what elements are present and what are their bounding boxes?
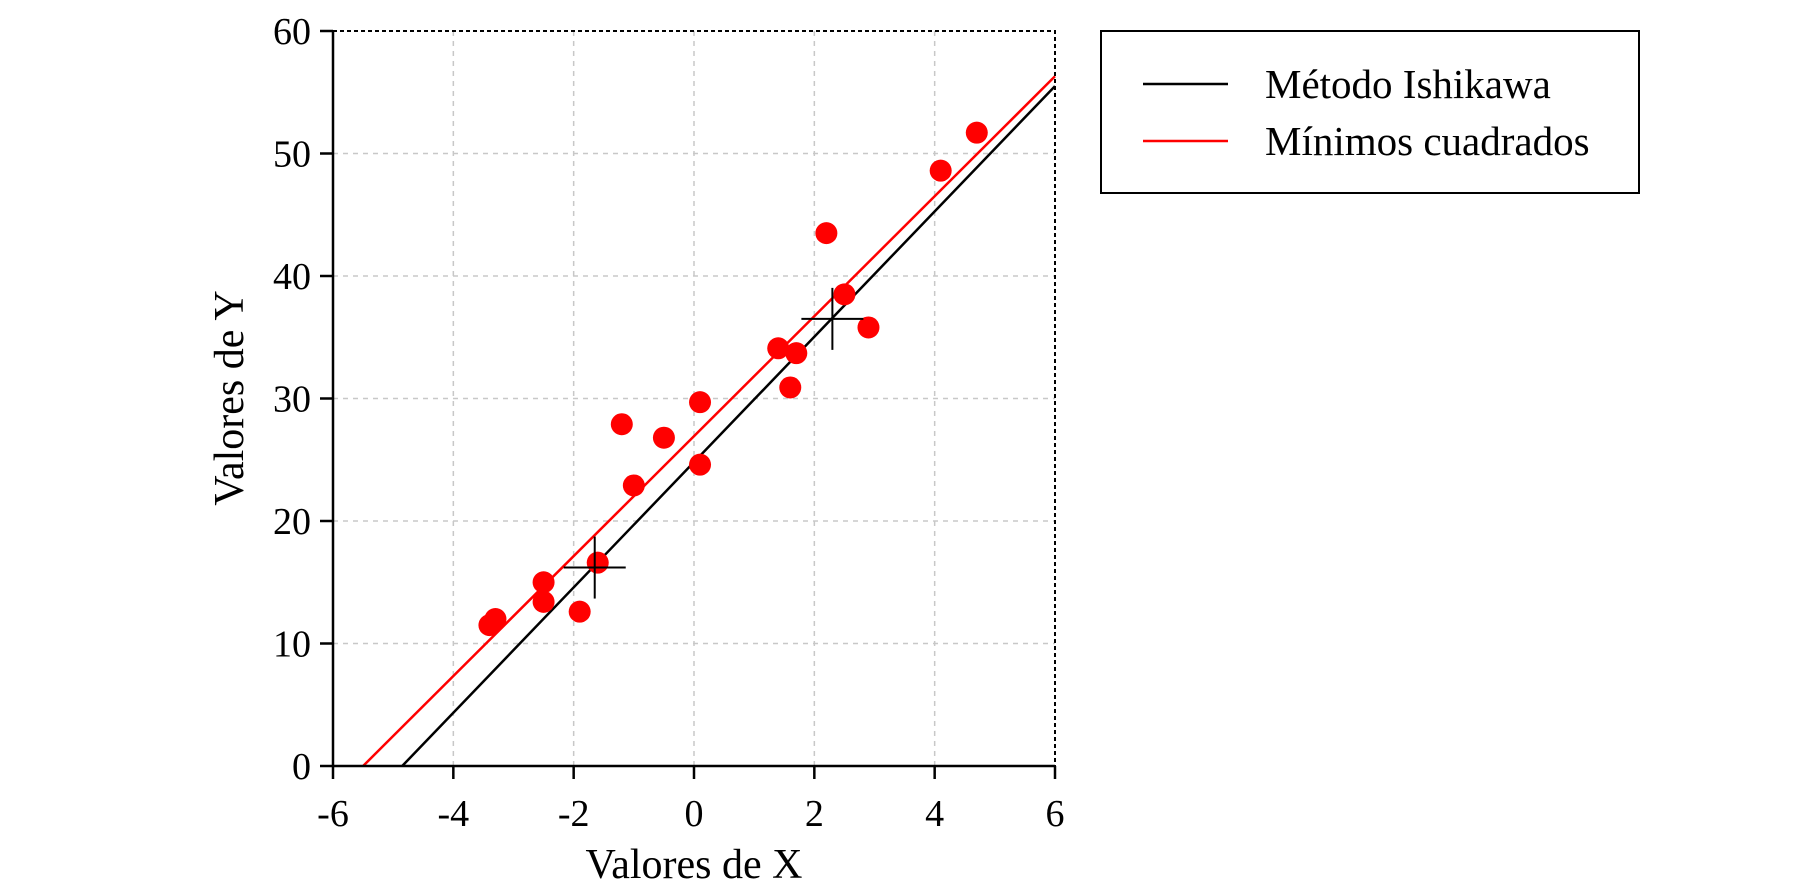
data-point [610, 413, 633, 436]
data-point [484, 608, 507, 630]
centroid-markers [563, 287, 864, 599]
x-tick-label: -6 [317, 793, 349, 835]
y-tick-label: 60 [273, 11, 311, 53]
y-tick-label: 40 [273, 256, 311, 298]
data-point [622, 474, 645, 497]
data-point [767, 337, 790, 360]
data-point [929, 159, 952, 182]
y-tick-label: 20 [273, 501, 311, 543]
centroid-marker [801, 287, 864, 350]
y-tick-label: 10 [273, 624, 311, 666]
legend: Método Ishikawa Mínimos cuadrados [1100, 30, 1640, 194]
data-point [857, 316, 880, 339]
legend-box [1100, 30, 1640, 194]
y-axis-title: Valores de Y [207, 290, 253, 505]
data-point [689, 391, 712, 414]
fit-line-minimos-cuadrados [362, 75, 1056, 767]
y-tick-label: 50 [273, 134, 311, 176]
x-tick-label: 0 [685, 793, 704, 835]
data-point [532, 571, 555, 594]
data-point [815, 222, 838, 245]
x-tick-label: -2 [558, 793, 590, 835]
data-point [532, 590, 555, 613]
data-point [779, 376, 802, 399]
data-point [689, 453, 712, 476]
legend-label-minimos-cuadrados: Mínimos cuadrados [1265, 118, 1590, 164]
grid [333, 31, 1055, 766]
y-tick-label: 30 [273, 379, 311, 421]
data-point [652, 426, 675, 449]
x-axis-title: Valores de X [586, 842, 803, 885]
data-point [568, 600, 591, 623]
data-point [965, 121, 988, 144]
x-tick-label: 6 [1046, 793, 1065, 835]
centroid-marker [563, 536, 626, 599]
x-tick-label: 2 [805, 793, 824, 835]
x-tick-label: 4 [925, 793, 944, 835]
fit-line-metodo-ishikawa [401, 85, 1056, 767]
legend-label-metodo-ishikawa: Método Ishikawa [1265, 61, 1551, 107]
data-point [833, 283, 856, 306]
fit-lines [362, 75, 1056, 767]
y-tick-label: 0 [292, 746, 311, 788]
plot-frame [332, 30, 1056, 767]
data-point [586, 551, 609, 574]
data-point [785, 342, 808, 365]
x-tick-label: -4 [438, 793, 470, 835]
